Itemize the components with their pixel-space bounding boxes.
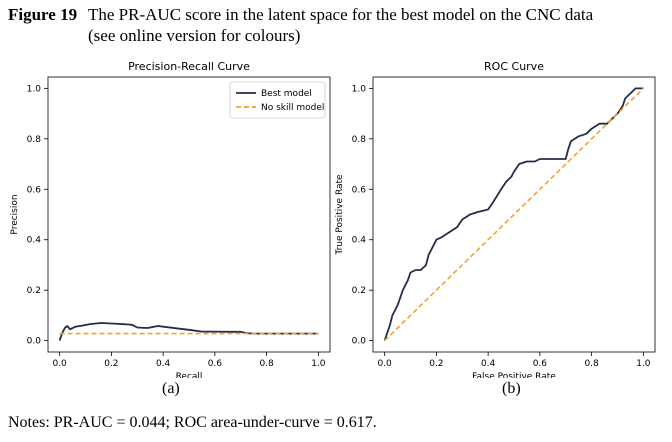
y-tick-label: 0.4: [352, 236, 367, 246]
caption-line-2: (see online version for colours): [88, 26, 301, 45]
subfig-label-b: (b): [502, 380, 521, 397]
x-tick-label: 0.0: [52, 359, 67, 369]
chart-title: Precision-Recall Curve: [128, 60, 250, 73]
x-axis-label: False Positive Rate: [472, 372, 556, 378]
y-tick-label: 0.8: [352, 135, 367, 145]
chart-panel-b: ROC Curve 0.0 0.2 0.4 0.6 0.8 1.0 0.0 0.2 0.4 0.6 0…: [335, 60, 656, 378]
figure-label: Figure 19: [8, 5, 78, 24]
x-tick-label: 0.6: [208, 359, 223, 369]
figure-caption: Figure 19 The PR-AUC score in the latent …: [8, 4, 668, 46]
x-tick-label: 0.6: [533, 359, 548, 369]
chart-title: ROC Curve: [484, 60, 544, 73]
x-tick-label: 0.8: [584, 359, 599, 369]
plot-frame: [47, 76, 331, 353]
caption-line-1: The PR-AUC score in the latent space for…: [88, 5, 594, 24]
y-tick-label: 0.4: [27, 236, 42, 246]
x-tick-label: 1.0: [636, 359, 651, 369]
chart-panel-a: Precision-Recall Curve 0.0 0.2 0.4 0.6 0.8 1.0…: [10, 60, 331, 378]
y-tick-label: 0.2: [27, 286, 41, 296]
y-tick-label: 0.6: [27, 185, 42, 195]
plot-frame: [372, 76, 656, 353]
best-model-line: [383, 87, 644, 341]
y-tick-label: 1.0: [27, 84, 42, 94]
best-model-line: [58, 322, 319, 341]
x-tick-label: 0.2: [429, 359, 443, 369]
legend-label: Best model: [261, 89, 312, 99]
legend-label: No skill model: [261, 103, 324, 113]
x-tick-label: 1.0: [311, 359, 326, 369]
y-tick-label: 0.8: [27, 135, 42, 145]
x-tick-label: 0.0: [377, 359, 392, 369]
subfig-label-a: (a): [162, 380, 180, 397]
no-skill-line: [384, 87, 644, 342]
y-tick-label: 0.0: [352, 337, 367, 347]
y-tick-label: 1.0: [352, 84, 367, 94]
legend: Best model No skill model: [229, 81, 326, 119]
x-tick-label: 0.4: [481, 359, 496, 369]
x-tick-label: 0.2: [104, 359, 118, 369]
y-tick-label: 0.2: [352, 286, 366, 296]
y-tick-label: 0.0: [27, 337, 42, 347]
y-axis-label: True Positive Rate: [335, 174, 345, 256]
figure-panels: Precision-Recall Curve 0.0 0.2 0.4 0.6 0.8 1.0…: [10, 60, 656, 378]
y-axis-label: Precision: [10, 194, 20, 234]
legend-box: [229, 81, 326, 119]
x-tick-label: 0.4: [156, 359, 171, 369]
notes: Notes: PR-AUC = 0.044; ROC area-under-cu…: [8, 414, 377, 431]
x-axis-label: Recall: [176, 372, 203, 378]
y-tick-label: 0.6: [352, 185, 367, 195]
x-tick-label: 0.8: [259, 359, 274, 369]
